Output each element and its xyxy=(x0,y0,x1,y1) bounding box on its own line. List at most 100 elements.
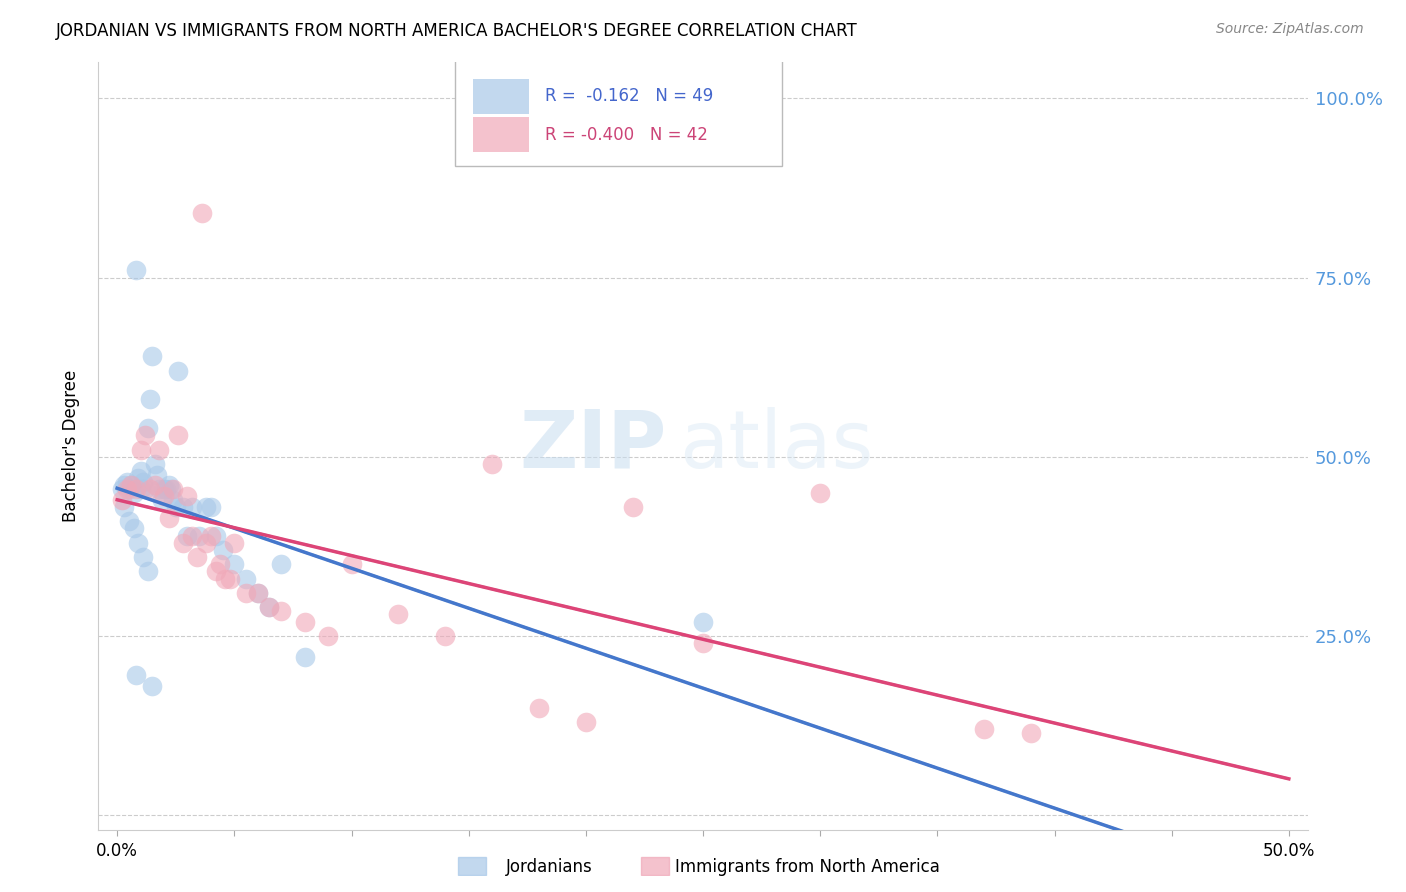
Point xyxy=(434,629,457,643)
Text: atlas: atlas xyxy=(679,407,873,485)
Point xyxy=(211,543,233,558)
Point xyxy=(214,572,236,586)
Point xyxy=(127,471,149,485)
Point xyxy=(132,475,155,489)
Point xyxy=(387,607,409,622)
Point xyxy=(294,615,316,629)
Point xyxy=(141,350,163,364)
Point xyxy=(148,482,170,496)
Text: ZIP: ZIP xyxy=(519,407,666,485)
Point xyxy=(162,482,184,496)
Point xyxy=(143,457,166,471)
Point xyxy=(270,604,292,618)
Point xyxy=(134,482,156,496)
Point xyxy=(481,457,503,471)
Point xyxy=(129,442,152,457)
Point xyxy=(204,565,226,579)
Y-axis label: Bachelor's Degree: Bachelor's Degree xyxy=(62,370,80,522)
Point xyxy=(153,489,176,503)
Point xyxy=(224,558,246,572)
Point xyxy=(129,464,152,478)
Point xyxy=(270,558,292,572)
Point xyxy=(181,528,204,542)
Point xyxy=(125,482,148,496)
Point xyxy=(122,521,145,535)
Point xyxy=(148,442,170,457)
Point xyxy=(165,500,187,514)
Point xyxy=(134,428,156,442)
Point xyxy=(172,536,194,550)
Text: R =  -0.162   N = 49: R = -0.162 N = 49 xyxy=(544,87,713,105)
FancyBboxPatch shape xyxy=(474,117,529,153)
Point xyxy=(621,500,644,514)
Point xyxy=(115,482,138,496)
Point xyxy=(157,510,180,524)
Point xyxy=(294,650,316,665)
Point xyxy=(118,514,141,528)
Point xyxy=(120,478,142,492)
Point xyxy=(141,679,163,693)
Point xyxy=(155,482,177,496)
Point xyxy=(200,528,222,542)
Point xyxy=(167,428,190,442)
Point xyxy=(127,536,149,550)
Point xyxy=(157,478,180,492)
Point xyxy=(139,392,162,407)
Point xyxy=(808,485,831,500)
Text: Immigrants from North America: Immigrants from North America xyxy=(675,858,939,876)
Point xyxy=(218,572,240,586)
Point xyxy=(235,586,257,600)
Point xyxy=(112,500,135,514)
Point xyxy=(195,536,218,550)
Point xyxy=(143,478,166,492)
Point xyxy=(186,550,208,565)
Text: Source: ZipAtlas.com: Source: ZipAtlas.com xyxy=(1216,22,1364,37)
Point xyxy=(153,482,176,496)
Point xyxy=(150,492,173,507)
Point xyxy=(172,500,194,514)
Point xyxy=(973,722,995,736)
Point xyxy=(125,668,148,682)
Point xyxy=(259,600,281,615)
Point xyxy=(204,528,226,542)
Point xyxy=(316,629,339,643)
Point xyxy=(188,528,211,542)
Point xyxy=(692,615,714,629)
Point xyxy=(190,206,212,220)
Point xyxy=(132,550,155,565)
Point xyxy=(136,565,159,579)
Point xyxy=(136,421,159,435)
FancyBboxPatch shape xyxy=(456,59,782,166)
Point xyxy=(259,600,281,615)
Point xyxy=(176,528,198,542)
Point xyxy=(575,714,598,729)
Point xyxy=(181,500,204,514)
Point xyxy=(139,482,162,496)
Point xyxy=(122,485,145,500)
Point xyxy=(246,586,269,600)
Point xyxy=(162,492,184,507)
Point xyxy=(125,263,148,277)
Point xyxy=(209,558,232,572)
Point xyxy=(111,482,134,496)
Point xyxy=(112,478,135,492)
Point xyxy=(195,500,218,514)
Text: Jordanians: Jordanians xyxy=(506,858,593,876)
Text: R = -0.400   N = 42: R = -0.400 N = 42 xyxy=(544,126,707,144)
Point xyxy=(167,364,190,378)
Text: JORDANIAN VS IMMIGRANTS FROM NORTH AMERICA BACHELOR'S DEGREE CORRELATION CHART: JORDANIAN VS IMMIGRANTS FROM NORTH AMERI… xyxy=(56,22,858,40)
Point xyxy=(692,636,714,650)
FancyBboxPatch shape xyxy=(474,78,529,114)
Point xyxy=(160,482,183,496)
Point xyxy=(120,478,142,492)
Point xyxy=(129,482,152,496)
Point xyxy=(1019,725,1042,739)
Point xyxy=(111,492,134,507)
Point xyxy=(235,572,257,586)
Point xyxy=(118,482,141,496)
Point xyxy=(146,467,169,482)
Point xyxy=(340,558,363,572)
Point xyxy=(115,475,138,489)
Point xyxy=(527,700,550,714)
Point xyxy=(200,500,222,514)
